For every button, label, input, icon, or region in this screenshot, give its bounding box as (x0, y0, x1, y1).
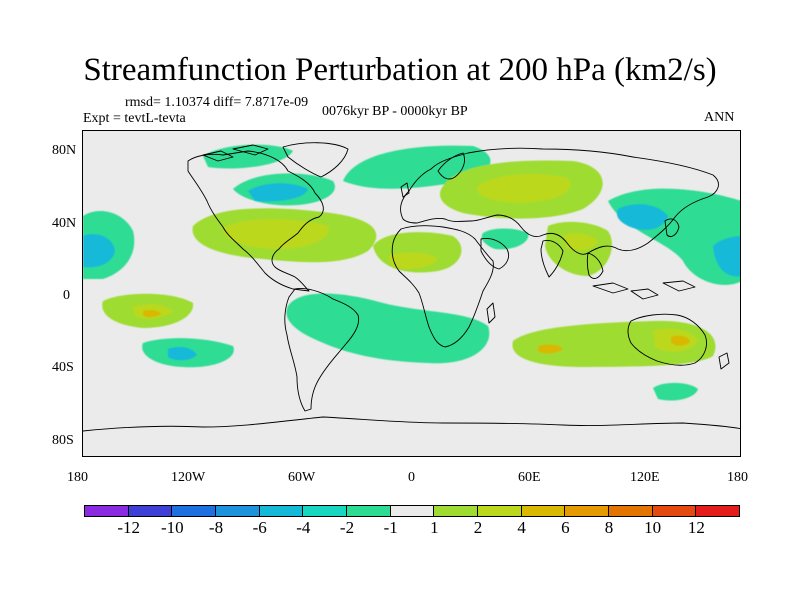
anomaly-pacific-east-core (83, 234, 115, 268)
colorbar-swatch (608, 505, 653, 517)
anomaly-australia-west-core (538, 344, 563, 354)
colorbar-label: -1 (383, 518, 398, 537)
lon-label-180w: 180 (67, 470, 88, 485)
anomaly-greenland-low (203, 144, 293, 169)
lat-label-80s: 80S (52, 433, 74, 448)
colorbar-label: 1 (430, 518, 439, 537)
anomaly-indian-ocean-low (481, 228, 529, 250)
colorbar (84, 505, 741, 517)
anomaly-atlantic-equatorial-band (286, 293, 490, 364)
plot-title: Streamfunction Perturbation at 200 hPa (… (83, 52, 717, 88)
lon-label-120e: 120E (630, 470, 660, 485)
colorbar-swatch (302, 505, 348, 517)
colorbar-swatch (84, 505, 129, 517)
colorbar-swatch (127, 505, 173, 517)
colorbar-label: 4 (517, 518, 526, 537)
colorbar-swatch (171, 505, 217, 517)
anomaly-pacific-south-core (168, 347, 197, 361)
colorbar-swatch (215, 505, 260, 517)
anomaly-india-core (563, 233, 598, 251)
lon-label-60w: 60W (288, 470, 316, 485)
anomaly-west-pacific-core (616, 204, 668, 230)
anomaly-north-atlantic-core (248, 183, 308, 202)
colorbar-swatch (477, 505, 522, 517)
anomaly-southern-ocean-low (653, 382, 698, 401)
colorbar-label: 2 (473, 518, 483, 537)
map-panel (82, 130, 741, 457)
lon-label-180e: 180 (727, 470, 748, 485)
lat-label-40s: 40S (52, 360, 74, 375)
colorbar-swatch (433, 505, 479, 517)
period-text: 0076kyr BP - 0000kyr BP (322, 104, 468, 119)
anomaly-east-pacific-core-2 (713, 236, 740, 277)
lat-label-0: 0 (63, 288, 70, 303)
colorbar-swatch (346, 505, 391, 517)
shaded-anomalies (83, 144, 740, 401)
map-canvas (83, 131, 740, 456)
season-text: ANN (704, 110, 735, 125)
colorbar-label: -4 (296, 518, 311, 537)
lon-label-0: 0 (408, 470, 415, 485)
colorbar-label: -8 (208, 518, 224, 537)
anomaly-atlantic-peak (143, 310, 161, 318)
lat-label-80n: 80N (52, 143, 77, 158)
lon-label-60e: 60E (518, 470, 541, 485)
colorbar-swatch (520, 505, 566, 517)
anomaly-north-america-core (223, 219, 329, 249)
lon-label-120w: 120W (171, 470, 206, 485)
coastlines (83, 142, 740, 432)
colorbar-label: -6 (252, 518, 267, 537)
rmsd-text: rmsd= 1.10374 diff= 7.8717e-09 (125, 95, 309, 110)
colorbar-label: 6 (561, 518, 570, 537)
colorbar-swatch (695, 505, 741, 517)
lat-label-40n: 40N (52, 216, 77, 231)
colorbar-swatch (564, 505, 610, 517)
experiment-text: Expt = tevtL-tevta (83, 111, 186, 126)
colorbar-label: -12 (117, 518, 140, 537)
colorbar-label: -10 (160, 518, 184, 537)
colorbar-label: 8 (604, 518, 614, 537)
colorbar-swatch (258, 505, 304, 517)
colorbar-swatch (389, 505, 435, 517)
anomaly-africa-core (388, 252, 438, 269)
colorbar-swatch (651, 505, 697, 517)
anomaly-australia-east-peak (671, 335, 690, 346)
colorbar-label: -2 (339, 518, 355, 537)
anomaly-asia-core (477, 174, 571, 203)
colorbar-label: 10 (644, 518, 662, 537)
colorbar-label: 12 (687, 518, 705, 537)
